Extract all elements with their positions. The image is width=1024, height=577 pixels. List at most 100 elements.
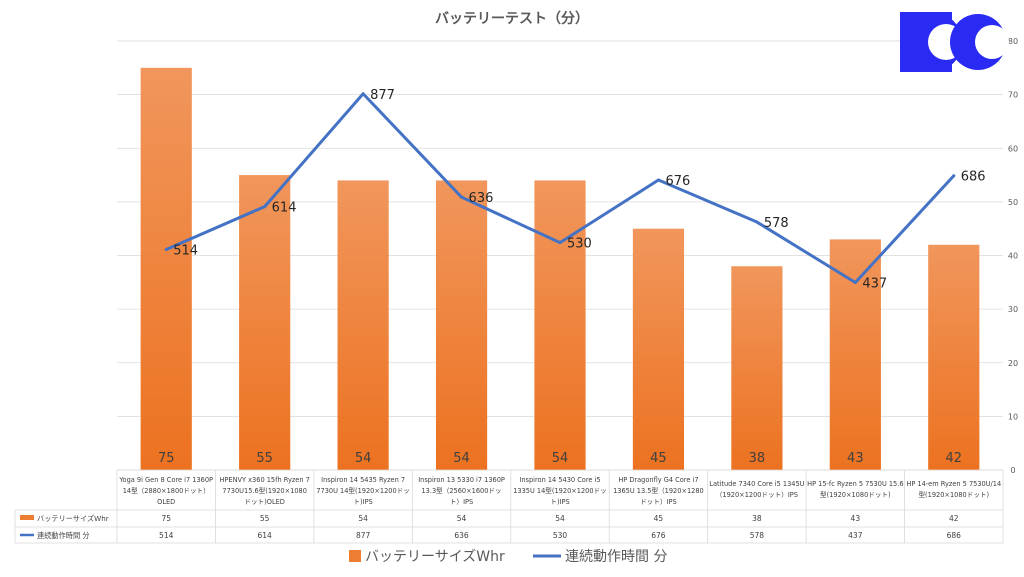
table-cell-bar: 55: [260, 514, 270, 523]
table-cell-line: 437: [848, 531, 863, 540]
bar: [829, 239, 881, 470]
line-point: [361, 92, 365, 96]
bar-value-label: 54: [552, 451, 569, 466]
logo-right-cutout: [975, 25, 1009, 59]
right-axis-ticks: 0 10 20 30 40 50 60 70 80: [1008, 37, 1018, 475]
table-cell-bar: 38: [752, 514, 762, 523]
bar-value-label: 54: [355, 451, 372, 466]
legend: バッテリーサイズWhr 連続動作時間 分: [349, 548, 667, 565]
line-value-label: 578: [764, 216, 789, 231]
line-value-label: 636: [469, 191, 494, 206]
category-label: 型(1920×1080ドット): [820, 490, 891, 499]
line-point: [263, 205, 267, 209]
category-label: ト)IPS: [550, 498, 569, 506]
table-cell-line: 614: [258, 531, 273, 540]
bar-value-label: 45: [650, 451, 667, 466]
bar-value-label: 54: [453, 451, 470, 466]
category-label: HP Dragonfly G4 Core i7: [618, 476, 698, 484]
legend-label-line: 連続動作時間 分: [565, 548, 667, 565]
bar-series: 75 55 54 54 54 45 38 43 42: [140, 67, 980, 471]
bar: [731, 266, 783, 470]
line-point: [952, 174, 956, 178]
data-table: Yoga 9i Gen 8 Core i7 1360P 14型（2880×1800…: [14, 469, 1004, 544]
right-tick-label: 30: [1008, 305, 1018, 314]
category-label: ドット）IPS: [640, 498, 676, 506]
table-cell-line: 877: [356, 531, 371, 540]
table-key-bar: [20, 515, 34, 520]
table-cell-bar: 42: [949, 514, 959, 523]
right-tick-label: 20: [1008, 359, 1018, 368]
right-tick-label: 50: [1008, 198, 1018, 207]
category-label: OLED: [157, 498, 175, 506]
table-cell-line: 578: [750, 531, 765, 540]
line-series: 514 614 877 636 530 676 578 437 686: [164, 88, 986, 292]
table-row-head-bar: バッテリーサイズWhr: [37, 514, 109, 523]
table-cell-bar: 45: [654, 514, 664, 523]
table-cell-bar: 54: [457, 514, 467, 523]
category-label: 1335U 14型(1920×1200ドッ: [513, 486, 607, 495]
category-label: Inspiron 13 5330 i7 1360P: [418, 476, 505, 484]
legend-key-bar: [349, 550, 361, 562]
right-tick-label: 0: [1010, 466, 1015, 475]
line-value-label: 530: [567, 237, 592, 252]
line-point: [656, 178, 660, 182]
right-tick-label: 10: [1008, 412, 1018, 421]
table-cell-line: 676: [651, 531, 666, 540]
line-value-label: 514: [173, 243, 198, 258]
category-label: 14型（2880×1800ドット）: [123, 486, 210, 495]
bar-value-label: 75: [158, 451, 175, 466]
category-label: Latitude 7340 Core i5 1345U: [709, 480, 804, 488]
right-tick-label: 40: [1008, 252, 1018, 261]
line-value-label: 676: [665, 174, 690, 189]
category-label: 13.3型（2560×1600ドッ: [421, 486, 501, 495]
bar: [534, 180, 586, 471]
bar: [337, 180, 389, 471]
bar-value-label: 42: [946, 451, 963, 466]
line-value-label: 437: [862, 277, 887, 292]
table-cell-line: 636: [454, 531, 469, 540]
bar: [632, 228, 685, 470]
line-point: [460, 195, 464, 199]
table-cell-bar: 54: [555, 514, 565, 523]
category-label: Inspiron 14 5435 Ryzen 7: [321, 476, 405, 484]
line-value-label: 686: [961, 170, 986, 185]
line-point: [755, 220, 759, 224]
table-row-head-line: 連続動作時間 分: [37, 531, 90, 540]
right-tick-label: 70: [1008, 91, 1018, 100]
bar: [928, 244, 980, 470]
table-cell-line: 514: [159, 531, 174, 540]
category-label: HP 15-fc Ryzen 5 7530U 15.6: [807, 480, 903, 488]
site-logo: [900, 12, 1009, 72]
category-label: 7730U15.6型(1920×1080: [222, 486, 307, 495]
category-label: （1920×1200ドット）IPS: [716, 491, 798, 499]
bar-value-label: 55: [256, 451, 273, 466]
category-label: Yoga 9i Gen 8 Core i7 1360P: [118, 476, 213, 484]
chart-title: バッテリーテスト（分）: [435, 11, 589, 27]
line-point: [164, 247, 168, 251]
category-label: ト）IPS: [450, 498, 473, 506]
table-cell-bar: 75: [161, 514, 171, 523]
line-point: [853, 281, 857, 285]
right-tick-label: 80: [1008, 37, 1018, 46]
bar: [140, 67, 192, 470]
category-label: Inspiron 14 5430 Core i5: [519, 476, 600, 484]
table-cell-line: 530: [553, 531, 568, 540]
bar: [239, 175, 291, 470]
table-cell-bar: 43: [851, 514, 861, 523]
bar-value-label: 38: [749, 451, 766, 466]
line-point: [558, 241, 562, 245]
category-label: ト)IPS: [353, 498, 372, 506]
category-label: ドット)OLED: [244, 498, 284, 506]
bar: [435, 180, 488, 471]
bar-value-label: 43: [847, 451, 864, 466]
table-cell-line: 686: [947, 531, 962, 540]
category-label: HPENVY x360 15fh Ryzen 7: [219, 476, 309, 484]
category-label: 型(1920×1080ドット): [918, 490, 989, 499]
table-cell-bar: 54: [358, 514, 368, 523]
legend-label-bar: バッテリーサイズWhr: [365, 549, 505, 565]
line-value-label: 614: [272, 201, 297, 216]
line-value-label: 877: [370, 88, 395, 103]
category-label: 7730U 14型(1920×1200ドッ: [316, 486, 410, 495]
category-label: HP 14-em Ryzen 5 7530U/14: [906, 480, 1001, 488]
